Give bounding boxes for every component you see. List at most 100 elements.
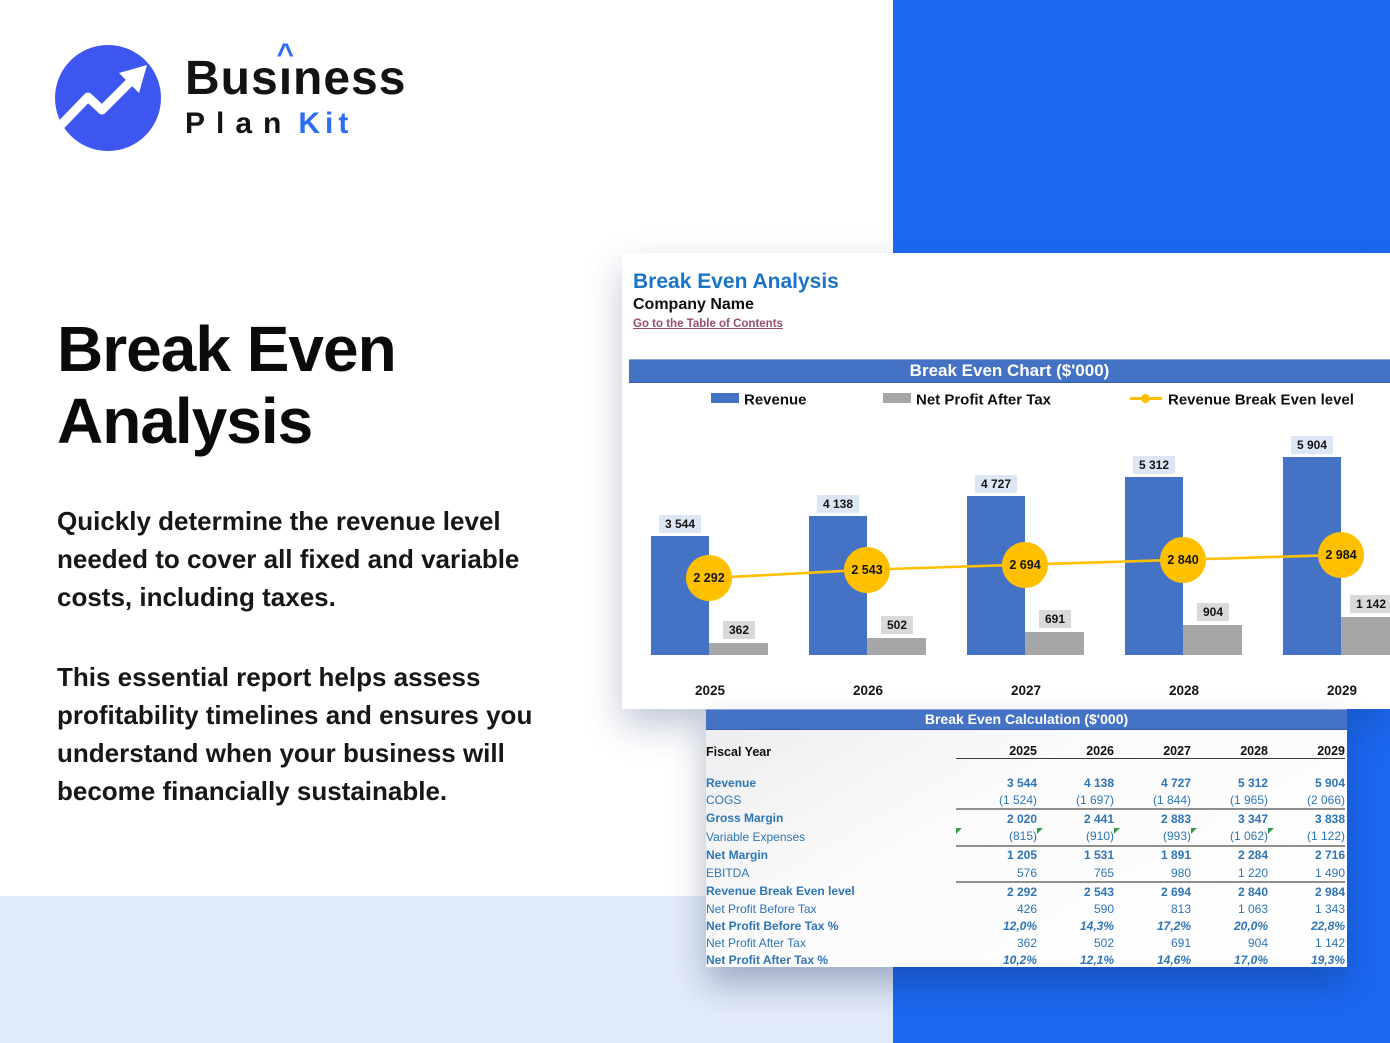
cell-value: 1 205	[1006, 848, 1037, 863]
cell-value: 362	[1016, 936, 1037, 951]
cell-value: 813	[1170, 901, 1191, 916]
chart-title-banner: Break Even Chart ($'000)	[629, 359, 1390, 383]
cell-value: (910)	[1037, 827, 1114, 847]
cell-value: 691	[1170, 936, 1191, 951]
row-label: Net Margin	[706, 847, 769, 862]
cell-value: 1 490	[1268, 863, 1345, 884]
cell-value: 1 063	[1237, 901, 1268, 916]
brand-word-plan: Plan	[185, 107, 293, 140]
break-even-marker: 2 694	[1002, 541, 1048, 588]
break-even-marker: 2 543	[844, 546, 890, 593]
table-row: Net Profit Before Tax 426 590 813 1 063 1 343	[706, 900, 1345, 917]
cell-value: 19,3%	[1310, 953, 1345, 967]
cell-value: 1 531	[1083, 848, 1114, 863]
cell-flag-icon	[1114, 827, 1120, 834]
year-header: 2028	[1191, 732, 1268, 759]
cell-value: 2 020	[1006, 811, 1037, 826]
revenue-value-label: 4 138	[816, 495, 860, 514]
cell-value: 576	[956, 863, 1037, 884]
table-row: Revenue 3 544 4 138 4 727 5 312 5 904	[706, 774, 1345, 791]
brand-word-business: Bus ^ ıness	[185, 38, 407, 105]
net-profit-bar	[1183, 624, 1242, 655]
cell-value: 4 727	[1160, 775, 1191, 790]
cell-value: 3 347	[1237, 811, 1268, 826]
table-row: Gross Margin 2 020 2 441 2 883 3 347 3 838	[706, 809, 1345, 827]
company-name: Company Name	[633, 296, 754, 313]
cell-value: 20,0%	[1233, 919, 1268, 934]
year-header: 2026	[1037, 732, 1114, 759]
cell-value: 17,0%	[1233, 953, 1268, 967]
cell-value: 12,1%	[1079, 953, 1114, 967]
cell-value: 14,3%	[1079, 919, 1114, 934]
net-profit-value-label: 904	[1196, 602, 1230, 621]
cell-value: (1 844)	[1114, 791, 1191, 811]
revenue-value-label: 5 312	[1132, 455, 1176, 474]
x-axis-label: 2027	[1010, 683, 1042, 698]
cell-value: 980	[1114, 863, 1191, 884]
cell-value: 2 883	[1160, 811, 1191, 826]
legend-label: Net Profit After Tax	[916, 391, 1052, 409]
cell-flag-icon	[1268, 827, 1274, 834]
row-label: EBITDA	[706, 866, 750, 881]
cell-value: 1 220	[1191, 863, 1268, 884]
year-header: 2029	[1268, 732, 1345, 759]
cell-value: 502	[1093, 936, 1114, 951]
cell-value: 1 343	[1314, 901, 1345, 916]
brand-word-kit: Kit	[298, 107, 354, 140]
cell-value: 2 840	[1237, 884, 1268, 899]
cell-value: 590	[1093, 901, 1114, 916]
legend-item: Net Profit After Tax	[883, 391, 1051, 409]
x-axis-label: 2029	[1326, 683, 1358, 698]
spreadsheet-chart-panel: Break Even Analysis Company Name Go to t…	[622, 253, 1390, 709]
cell-flag-icon	[956, 827, 962, 834]
page-title: Break Even Analysis	[57, 313, 397, 457]
table-title-banner: Break Even Calculation ($'000)	[706, 709, 1347, 730]
legend-line-swatch	[1130, 393, 1162, 403]
net-profit-bar	[709, 642, 768, 655]
row-label: Variable Expenses	[706, 829, 806, 844]
hero-paragraph-1: Quickly determine the revenue level need…	[57, 506, 520, 612]
table-row: COGS (1 524) (1 697) (1 844) (1 965) (2 066)	[706, 791, 1345, 811]
net-profit-bar	[1341, 616, 1390, 655]
cell-value: 5 312	[1237, 775, 1268, 790]
cell-value: 22,8%	[1310, 919, 1345, 934]
row-label: Gross Margin	[706, 811, 784, 826]
cell-value: 1 891	[1160, 848, 1191, 863]
row-label: Net Profit After Tax	[706, 936, 806, 951]
brand-logo: Bus ^ ıness Plan Kit	[55, 38, 407, 151]
revenue-value-label: 3 544	[658, 515, 702, 534]
revenue-value-label: 4 727	[974, 475, 1018, 494]
table-of-contents-link[interactable]: Go to the Table of Contents	[633, 318, 783, 330]
cell-value: (1 697)	[1037, 791, 1114, 811]
net-profit-value-label: 691	[1038, 609, 1072, 628]
net-profit-value-label: 1 142	[1349, 594, 1390, 613]
cell-value: 1 142	[1314, 936, 1345, 951]
cell-flag-icon	[1037, 827, 1043, 834]
caret-accent: ^	[276, 38, 296, 72]
row-label: Revenue	[706, 775, 757, 790]
fiscal-year-row: Fiscal Year 2025 2026 2027 2028 2029	[706, 732, 1345, 759]
cell-value: 426	[1016, 901, 1037, 916]
break-even-marker: 2 292	[686, 555, 732, 602]
legend-item: Revenue Break Even level	[1130, 391, 1354, 409]
x-axis-label: 2025	[694, 683, 726, 698]
net-profit-bar	[867, 638, 926, 655]
net-profit-value-label: 362	[722, 620, 756, 639]
trend-arrow-icon	[55, 45, 161, 151]
legend-swatch	[883, 393, 911, 404]
table-row: Net Profit After Tax 362 502 691 904 1 142	[706, 935, 1345, 952]
cell-value: 3 544	[1006, 775, 1037, 790]
row-label: Revenue Break Even level	[706, 884, 855, 899]
table-row: Revenue Break Even level 2 292 2 543 2 694 2…	[706, 882, 1345, 900]
cell-value: 4 138	[1083, 775, 1114, 790]
table-row: EBITDA 576 765 980 1 220 1 490	[706, 863, 1345, 884]
table-row: Variable Expenses (815) (910) (993) (1 062)(…	[706, 827, 1345, 847]
cell-value: 2 543	[1083, 884, 1114, 899]
cell-value: (1 062)	[1191, 827, 1268, 847]
cell-value: 2 284	[1237, 848, 1268, 863]
year-header: 2025	[956, 732, 1037, 759]
cell-value: 14,6%	[1156, 953, 1191, 967]
cell-value: 2 984	[1314, 884, 1345, 899]
x-axis-label: 2028	[1168, 683, 1200, 698]
cell-value: (993)	[1114, 827, 1191, 847]
